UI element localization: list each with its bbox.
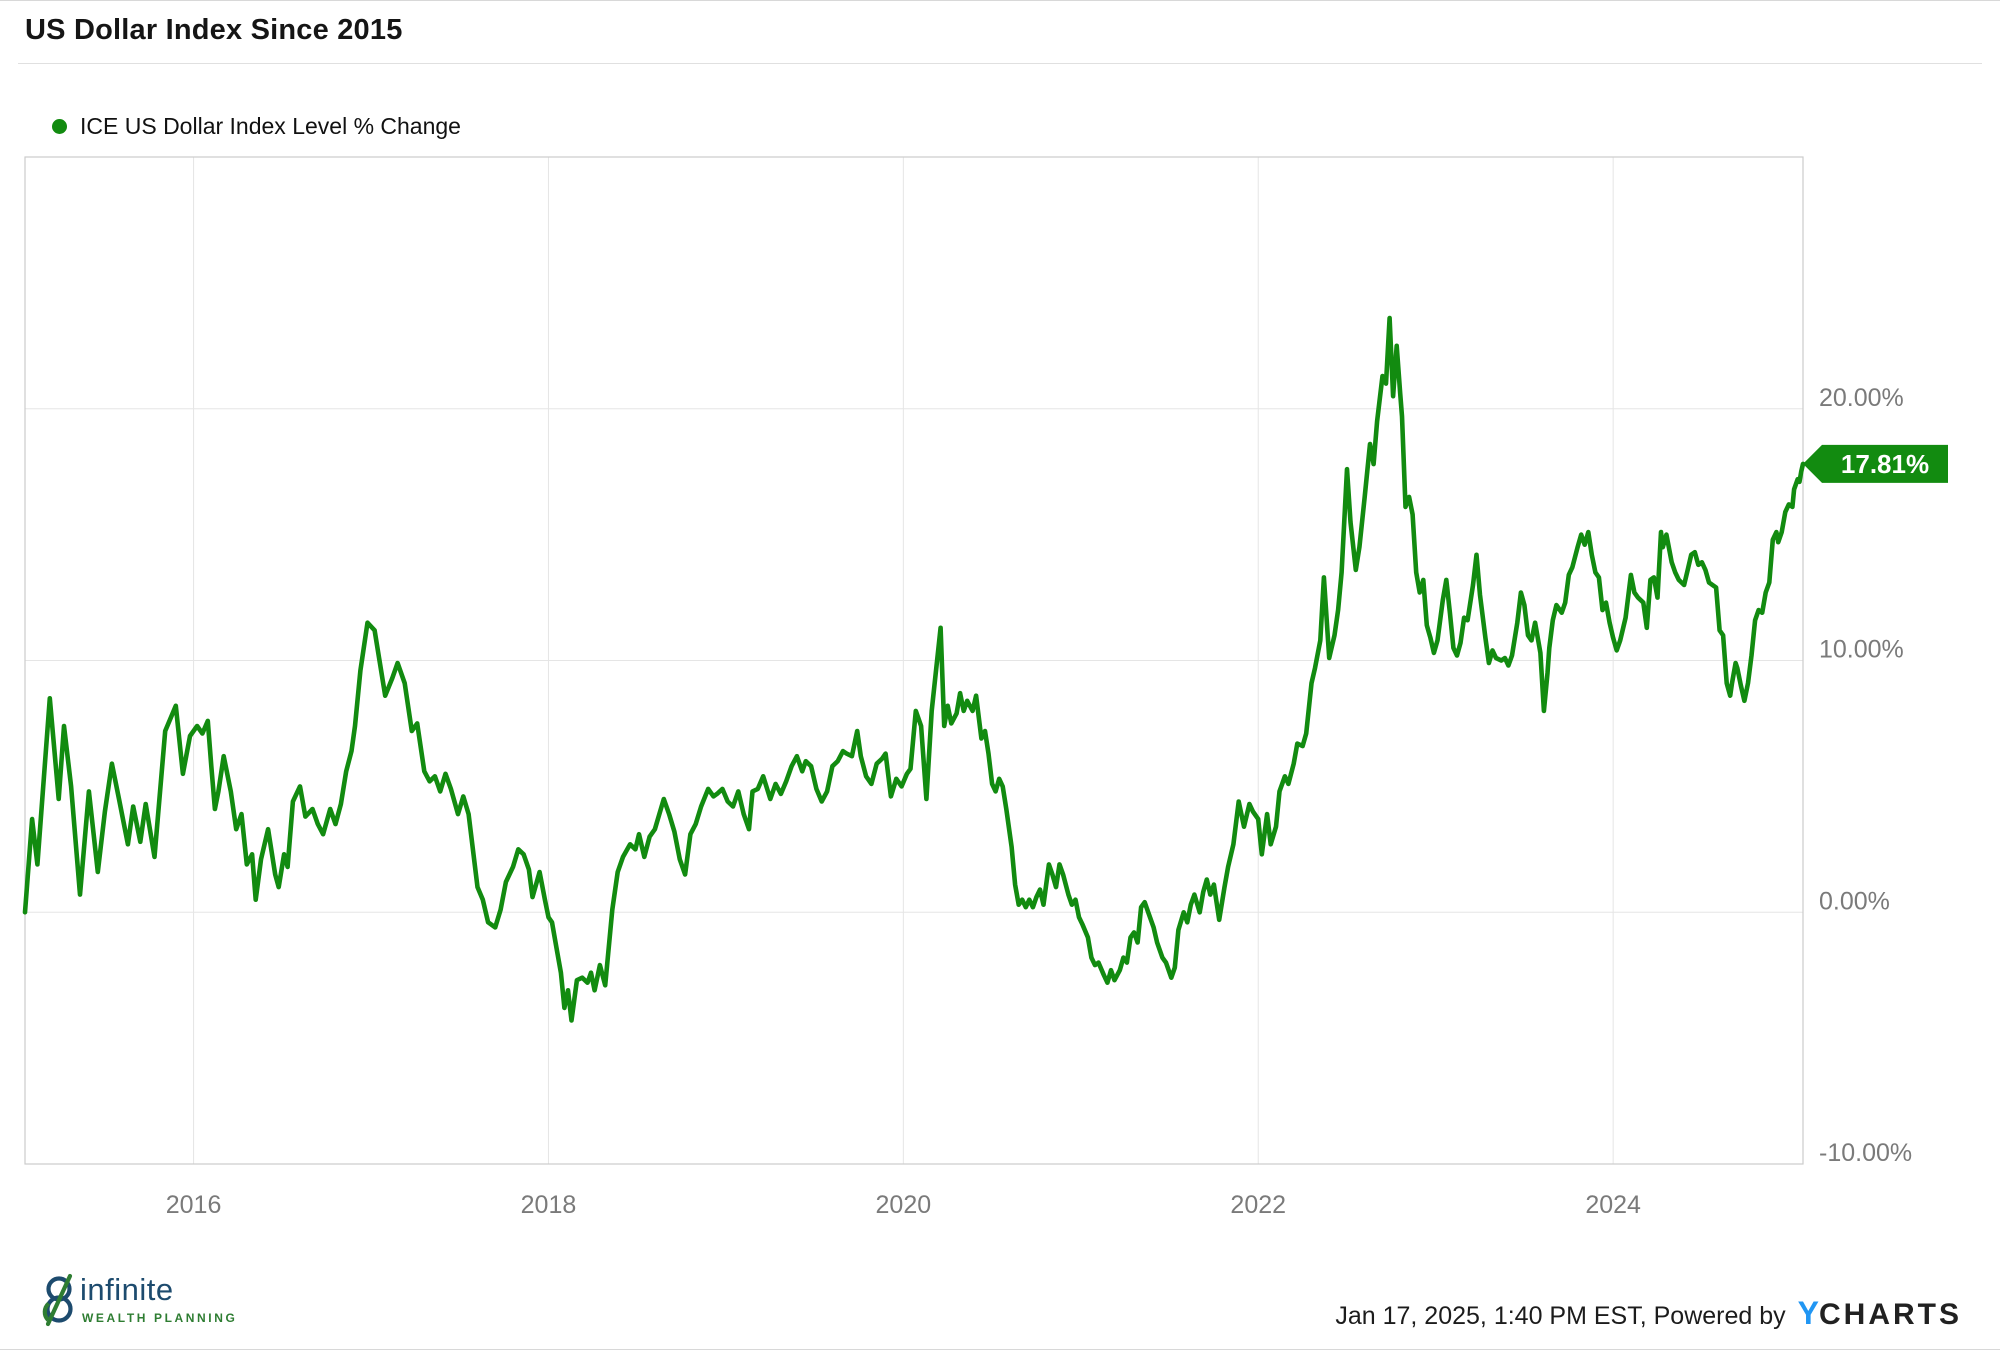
legend-series-label: ICE US Dollar Index Level % Change xyxy=(80,113,461,139)
x-tick-label: 2016 xyxy=(166,1191,222,1219)
x-tick-label: 2020 xyxy=(876,1191,932,1219)
x-tick-label: 2018 xyxy=(521,1191,577,1219)
last-value-badge xyxy=(1803,444,1948,483)
y-tick-label: 20.00% xyxy=(1819,384,1904,412)
ycharts-logo-y: Y xyxy=(1797,1295,1819,1331)
brand-tagline: WEALTH PLANNING xyxy=(82,1311,238,1325)
brand-logo: infinite WEALTH PLANNING xyxy=(40,1273,237,1327)
plot-border xyxy=(24,156,1804,1165)
y-tick-label: 10.00% xyxy=(1819,636,1904,664)
legend-dot-icon xyxy=(52,119,67,134)
powered-by-label: Powered by xyxy=(1653,1302,1786,1330)
ycharts-logo-charts: CHARTS xyxy=(1819,1298,1962,1331)
x-tick-label: 2022 xyxy=(1230,1191,1286,1219)
title-divider xyxy=(18,63,1982,64)
last-value-badge-label: 17.81% xyxy=(1841,449,1929,479)
brand-name: infinite xyxy=(80,1272,174,1307)
y-tick-label: 0.00% xyxy=(1819,887,1890,915)
ycharts-logo: Y CHARTS xyxy=(1798,1295,1962,1332)
x-tick-label: 2024 xyxy=(1585,1191,1641,1219)
timestamp-text: Jan 17, 2025, 1:40 PM EST, Powered by xyxy=(1335,1302,1785,1331)
series-line xyxy=(22,315,1806,1023)
timestamp: Jan 17, 2025, 1:40 PM EST xyxy=(1335,1302,1640,1330)
y-tick-label: -10.00% xyxy=(1819,1139,1912,1167)
chart-legend: ICE US Dollar Index Level % Change xyxy=(52,113,461,140)
infinite-logo-icon xyxy=(42,1273,73,1327)
timestamp-separator: , xyxy=(1639,1302,1654,1330)
page-title: US Dollar Index Since 2015 xyxy=(25,14,403,46)
brand-text: infinite WEALTH PLANNING xyxy=(80,1272,238,1326)
